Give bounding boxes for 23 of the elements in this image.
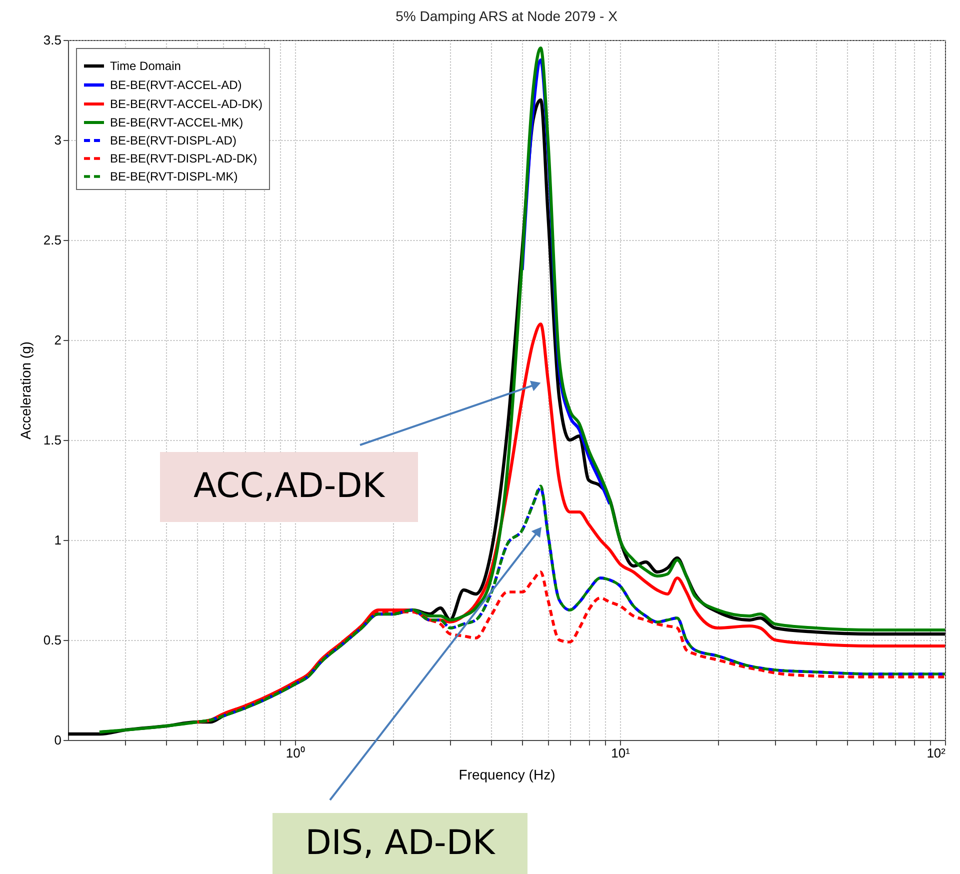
y-tick-label: 0 — [54, 732, 62, 748]
legend-label: BE-BE(RVT-ACCEL-AD) — [110, 78, 242, 92]
y-tick-label: 2.5 — [43, 232, 62, 248]
legend-label: BE-BE(RVT-DISPL-AD-DK) — [110, 152, 258, 166]
y-tick-label: 1.5 — [43, 432, 62, 448]
y-axis-title: Acceleration (g) — [17, 341, 34, 440]
y-tick-label: 2 — [54, 332, 62, 348]
legend-label: Time Domain — [110, 59, 181, 73]
x-tick-label: 10² — [926, 746, 946, 760]
text: DIS, AD-DK — [305, 823, 496, 863]
legend-label: BE-BE(RVT-ACCEL-MK) — [110, 116, 244, 130]
x-axis-title: Frequency (Hz) — [458, 766, 556, 782]
y-tick-label: 3 — [54, 132, 62, 148]
y-tick-label: 1 — [54, 532, 62, 548]
x-tick-label: 10¹ — [611, 746, 631, 760]
legend-label: BE-BE(RVT-ACCEL-AD-DK) — [110, 97, 262, 111]
x-tick-label: 10⁰ — [286, 746, 306, 760]
chart-title: 5% Damping ARS at Node 2079 - X — [396, 8, 618, 24]
y-tick-label: 3.5 — [43, 32, 62, 48]
annotation: ACC,AD-DK — [193, 466, 386, 506]
y-tick-label: 0.5 — [43, 632, 62, 648]
legend-label: BE-BE(RVT-DISPL-AD) — [110, 134, 236, 148]
legend-label: BE-BE(RVT-DISPL-MK) — [110, 170, 238, 184]
